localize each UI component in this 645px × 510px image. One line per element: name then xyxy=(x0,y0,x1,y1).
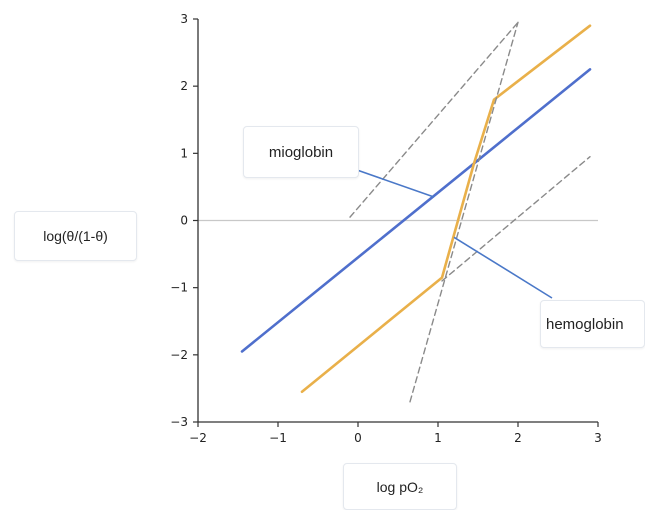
dashed-reference-line xyxy=(410,22,518,401)
series-line-mioglobin xyxy=(242,69,590,351)
x-tick-label: 2 xyxy=(514,431,522,445)
hemoglobin-label: hemoglobin xyxy=(540,300,645,348)
y-tick-label: −3 xyxy=(170,415,188,429)
x-tick-label: 1 xyxy=(434,431,442,445)
dashed-reference-line xyxy=(442,157,590,281)
mioglobin-label: mioglobin xyxy=(243,126,359,178)
x-tick-label: −1 xyxy=(269,431,287,445)
y-tick-label: −1 xyxy=(170,281,188,295)
x-tick-label: 3 xyxy=(594,431,602,445)
x-tick-label: −2 xyxy=(189,431,207,445)
y-tick-label: 0 xyxy=(180,214,188,228)
y-axis-label: log(θ/(1-θ) xyxy=(14,211,137,261)
x-axis-label: log pO₂ xyxy=(343,463,457,510)
dashed-reference-line xyxy=(350,22,518,217)
y-tick-label: 1 xyxy=(180,146,188,160)
hemoglobin-leader-line xyxy=(454,237,552,298)
y-tick-label: −2 xyxy=(170,348,188,362)
y-tick-label: 2 xyxy=(180,79,188,93)
mioglobin-leader-line xyxy=(357,170,434,197)
x-tick-label: 0 xyxy=(354,431,362,445)
y-tick-label: 3 xyxy=(180,12,188,26)
